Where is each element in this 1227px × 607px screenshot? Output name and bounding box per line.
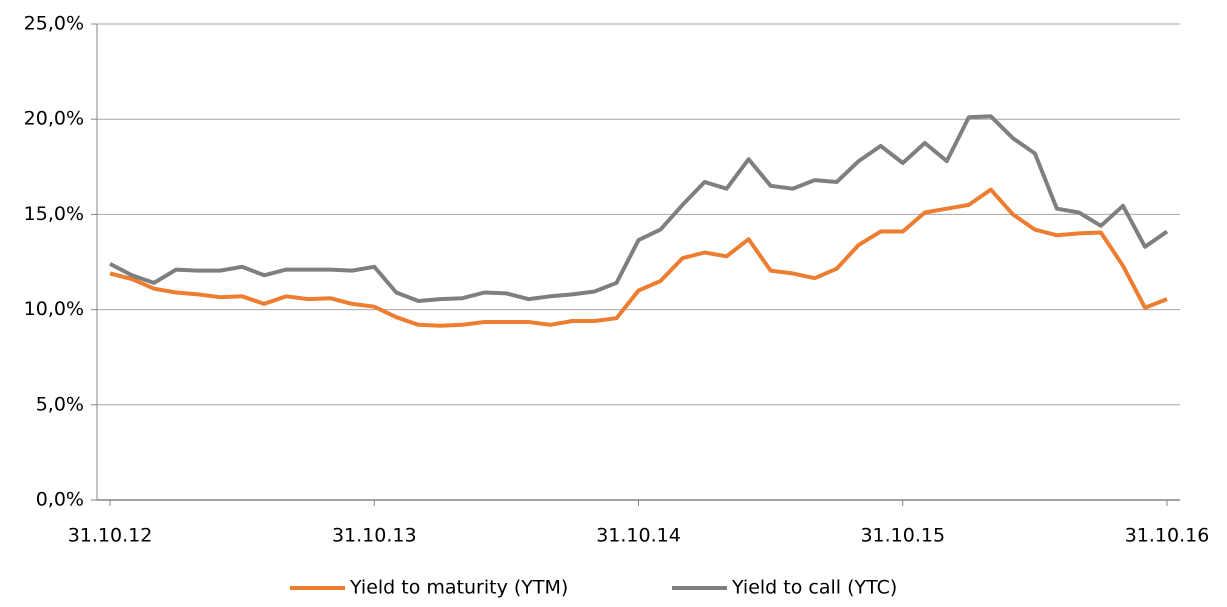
y-tick-label: 25,0%	[24, 13, 84, 35]
legend-label: Yield to maturity (YTM)	[349, 577, 568, 599]
x-tick-label: 31.10.14	[596, 525, 681, 547]
x-tick-label: 31.10.16	[1125, 525, 1210, 547]
x-tick-label: 31.10.12	[68, 525, 153, 547]
line-series	[109, 114, 1169, 303]
x-tick-label: 31.10.15	[860, 525, 945, 547]
y-tick-label: 5,0%	[36, 393, 84, 415]
x-tick-label: 31.10.13	[332, 525, 417, 547]
legend-label: Yield to call (YTC)	[731, 577, 897, 599]
y-tick-label: 0,0%	[36, 489, 84, 511]
y-tick-label: 10,0%	[24, 298, 84, 320]
line-series	[109, 187, 1168, 328]
y-tick-label: 20,0%	[24, 108, 84, 130]
y-tick-label: 15,0%	[24, 203, 84, 225]
